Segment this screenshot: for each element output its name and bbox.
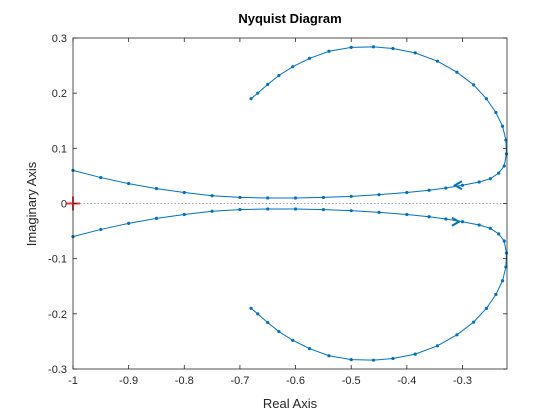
y-axis-label: Imaginary Axis: [24, 161, 39, 246]
data-point: [497, 171, 501, 175]
y-tick-label: 0.2: [52, 88, 67, 100]
direction-arrow-upper: [452, 180, 463, 191]
data-point: [154, 187, 159, 191]
data-point: [99, 227, 103, 232]
data-point: [500, 279, 505, 283]
x-tick-label: -0.9: [119, 375, 138, 387]
data-point: [266, 321, 270, 325]
x-tick-label: -0.3: [453, 375, 472, 387]
data-point: [349, 45, 353, 49]
data-point: [210, 209, 214, 213]
data-point: [405, 190, 409, 195]
data-point: [371, 45, 376, 49]
data-point: [377, 193, 381, 197]
data-point: [477, 223, 481, 227]
x-tick-label: -0.4: [397, 375, 416, 387]
data-point: [497, 232, 501, 236]
y-tick-label: -0.2: [48, 309, 67, 321]
data-point: [460, 220, 465, 224]
data-point: [484, 306, 489, 310]
data-point: [444, 186, 448, 190]
data-point: [504, 251, 509, 255]
data-point: [502, 239, 506, 243]
data-point: [321, 207, 325, 212]
chart-title: Nyquist Diagram: [238, 11, 341, 26]
data-point: [277, 329, 281, 334]
data-point: [500, 124, 505, 128]
data-point: [327, 49, 331, 53]
data-point: [154, 216, 159, 220]
data-point: [327, 354, 331, 358]
data-point: [391, 46, 395, 51]
data-point: [182, 212, 186, 217]
data-point: [266, 207, 270, 211]
data-point: [127, 182, 131, 186]
data-point: [455, 70, 459, 74]
data-point: [249, 306, 253, 310]
data-point: [494, 110, 498, 115]
data-point: [266, 82, 270, 86]
data-point: [413, 352, 417, 356]
data-point: [484, 97, 489, 101]
data-point: [349, 358, 353, 362]
data-point: [488, 226, 492, 230]
x-tick-label: -0.6: [286, 375, 305, 387]
data-point: [99, 175, 103, 180]
data-point: [291, 338, 295, 342]
y-tick-label: 0.1: [52, 143, 67, 155]
data-point: [238, 207, 242, 212]
data-point: [127, 221, 131, 225]
data-point: [293, 207, 298, 211]
data-point: [291, 65, 295, 69]
data-point: [307, 56, 312, 61]
data-point: [427, 215, 431, 219]
data-point: [293, 196, 298, 200]
data-point: [210, 194, 214, 198]
data-point: [349, 194, 353, 198]
data-point: [427, 188, 431, 192]
data-point: [494, 292, 498, 297]
data-point: [238, 195, 242, 200]
x-tick-label: -0.7: [230, 375, 249, 387]
data-point: [266, 196, 270, 200]
x-tick-label: -0.8: [175, 375, 194, 387]
y-tick-label: 0: [61, 199, 67, 211]
data-point: [182, 190, 186, 195]
data-point: [249, 97, 253, 101]
y-tick-label: -0.1: [48, 254, 67, 266]
x-tick-label: -1: [68, 375, 78, 387]
data-point: [321, 195, 325, 200]
data-point: [472, 320, 476, 324]
data-point: [504, 152, 509, 156]
x-axis-label: Real Axis: [263, 396, 318, 411]
data-point: [371, 358, 376, 362]
data-point: [435, 344, 440, 348]
data-point: [405, 212, 409, 217]
data-point: [435, 59, 440, 63]
data-point: [256, 91, 260, 95]
y-tick-label: 0.3: [52, 33, 67, 45]
direction-arrow-lower: [451, 216, 461, 227]
data-point: [477, 180, 481, 184]
data-point: [455, 333, 459, 337]
data-point: [472, 83, 476, 87]
data-point: [391, 356, 395, 361]
data-point: [349, 209, 353, 213]
data-point: [488, 177, 492, 181]
data-point: [460, 183, 465, 187]
data-point: [502, 164, 506, 168]
data-point: [444, 217, 448, 221]
data-point: [307, 346, 312, 351]
data-point: [277, 73, 281, 78]
data-point: [256, 312, 260, 316]
y-tick-label: -0.3: [48, 364, 67, 376]
data-point: [377, 210, 381, 214]
data-point: [413, 51, 417, 55]
x-tick-label: -0.5: [342, 375, 361, 387]
